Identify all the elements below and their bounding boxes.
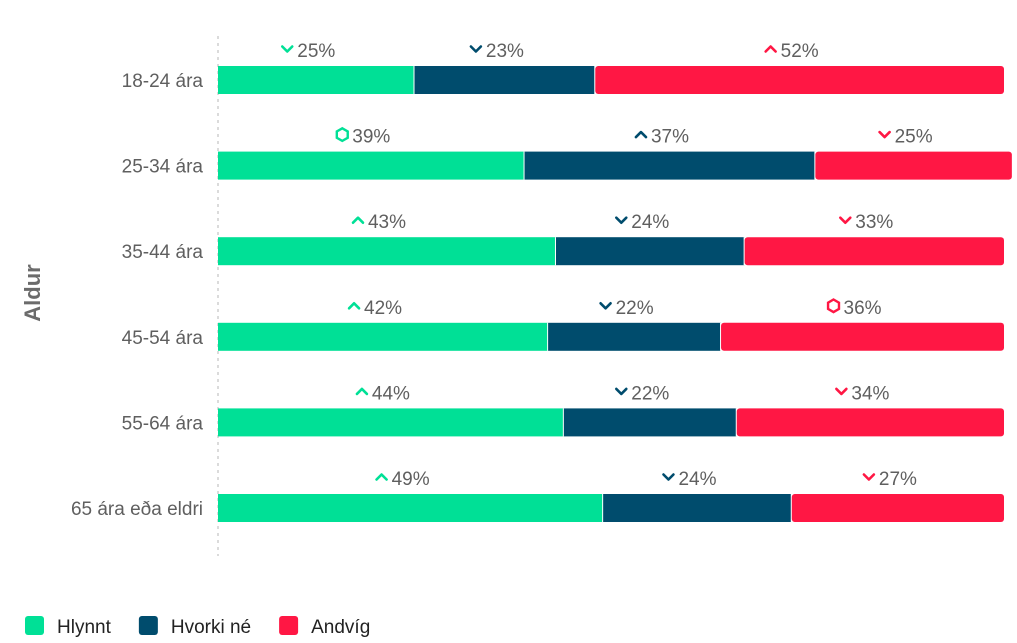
data-label: 52%: [781, 41, 819, 62]
bar-segment: [555, 237, 745, 266]
bar-segment: [218, 151, 525, 180]
bar-segment: [595, 66, 1004, 94]
trend-icon: [347, 301, 361, 310]
trend-icon: [862, 473, 876, 481]
bar-segment: [218, 322, 549, 351]
trend-icon: [335, 126, 349, 143]
bar-rows: 18-24 ára 25% 23% 52% 25-34 ára 39% 37% 25% 35-4…: [71, 41, 1012, 522]
bar-row: 18-24 ára 25% 23% 52%: [122, 41, 1004, 94]
trend-icon: [599, 301, 612, 310]
bar-row: 55-64 ára 44% 22% 34%: [122, 383, 1004, 437]
trend-icon: [280, 45, 294, 53]
data-label: 43%: [368, 212, 406, 233]
bar-row: 25-34 ára 39% 37% 25%: [122, 127, 1012, 180]
category-label: 35-44 ára: [122, 242, 204, 263]
category-label: 25-34 ára: [122, 157, 204, 178]
bar-segment: [563, 408, 737, 437]
data-label: 49%: [392, 469, 430, 490]
bar-segment: [414, 66, 596, 94]
category-label: 55-64 ára: [122, 413, 204, 434]
bar-segment: [548, 322, 722, 351]
trend-icon: [835, 387, 848, 396]
bar-row: 35-44 ára 43% 24% 33%: [122, 212, 1004, 266]
category-label: 18-24 ára: [122, 71, 204, 92]
data-label: 25%: [895, 127, 933, 148]
bar-segment: [218, 494, 604, 522]
trend-icon: [764, 45, 777, 53]
data-label: 23%: [486, 41, 524, 62]
bar-segment: [218, 237, 556, 266]
legend-swatch: [279, 616, 299, 635]
y-axis-title: Aldur: [20, 264, 45, 322]
trend-icon: [662, 473, 675, 481]
bar-segment: [524, 151, 816, 180]
bar-segment: [218, 66, 415, 94]
trend-icon: [878, 130, 891, 139]
legend-item[interactable]: Hlynnt: [25, 616, 112, 638]
bar-segment: [744, 237, 1004, 266]
data-label: 22%: [616, 298, 654, 319]
bar-row: 65 ára eða eldri 49% 24% 27%: [71, 469, 1004, 522]
legend: Hlynnt Hvorki né Andvíg: [25, 616, 370, 638]
bar-segment: [721, 322, 1004, 351]
legend-item[interactable]: Hvorki né: [138, 616, 251, 638]
data-label: 33%: [855, 212, 893, 233]
legend-label: Hvorki né: [171, 617, 251, 638]
trend-icon: [355, 387, 369, 396]
bar-segment: [603, 494, 792, 522]
trend-icon: [469, 45, 483, 53]
trend-icon: [839, 216, 852, 224]
legend-swatch: [138, 616, 158, 635]
data-label: 24%: [678, 469, 716, 490]
data-label: 25%: [297, 41, 335, 62]
axis-group: Aldur: [20, 36, 219, 556]
legend-label: Hlynnt: [57, 617, 112, 638]
bar-row: 45-54 ára 42% 22% 36%: [122, 298, 1004, 351]
bar-segment: [218, 408, 564, 437]
data-label: 37%: [651, 127, 689, 148]
trend-icon: [375, 473, 388, 481]
trend-icon: [634, 130, 648, 139]
data-label: 22%: [631, 383, 669, 404]
legend-item[interactable]: Andvíg: [279, 616, 370, 638]
trend-icon: [351, 216, 365, 224]
data-label: 24%: [631, 212, 669, 233]
bar-segment: [791, 494, 1004, 522]
data-label: 39%: [352, 127, 390, 148]
data-label: 42%: [364, 298, 402, 319]
legend-label: Andvíg: [311, 617, 370, 638]
data-label: 34%: [851, 383, 889, 404]
bar-segment: [815, 151, 1012, 180]
legend-swatch: [25, 616, 44, 635]
trend-icon: [614, 216, 628, 224]
data-label: 27%: [879, 469, 917, 490]
trend-icon: [826, 298, 841, 314]
data-label: 36%: [844, 298, 882, 319]
data-label: 44%: [372, 383, 410, 404]
category-label: 65 ára eða eldri: [71, 499, 203, 520]
category-label: 45-54 ára: [122, 328, 204, 349]
bar-segment: [736, 408, 1004, 437]
trend-icon: [614, 387, 628, 396]
